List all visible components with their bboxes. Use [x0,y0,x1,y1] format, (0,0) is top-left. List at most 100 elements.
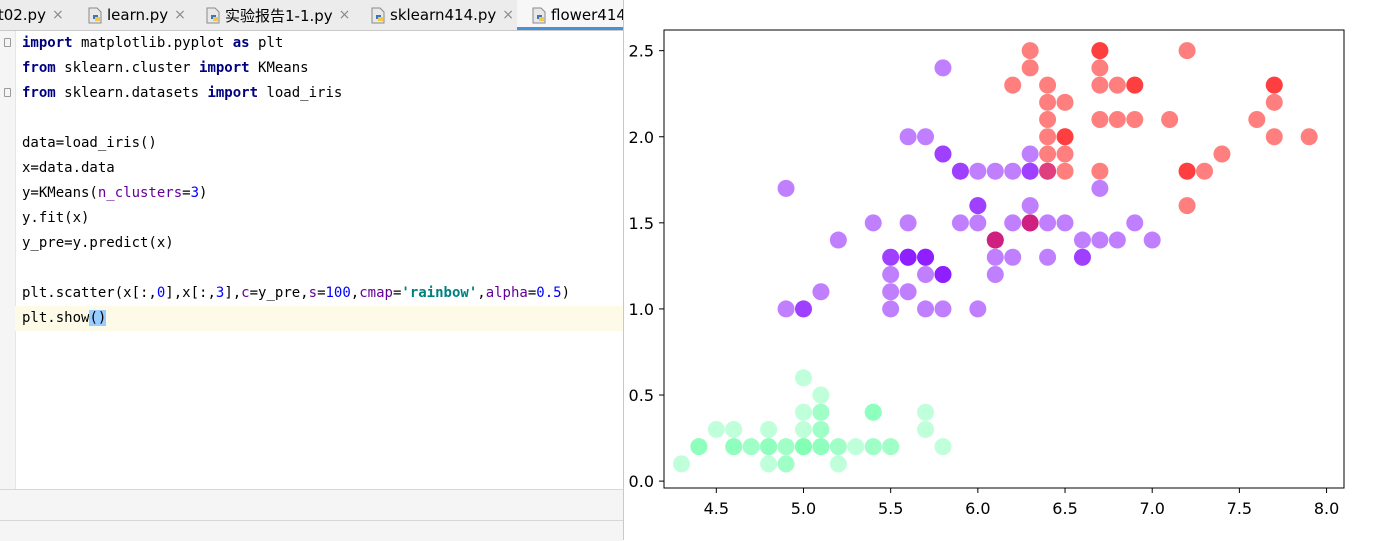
scatter-point [934,59,952,77]
code-token: c [241,285,250,301]
scatter-point [1021,214,1039,232]
scatter-point [1021,197,1039,215]
scatter-point [882,300,900,318]
scatter-point [1039,111,1057,129]
scatter-point [1073,231,1091,249]
code-line[interactable]: from sklearn.datasets import load_iris [22,81,342,106]
scatter-point [812,420,830,438]
scatter-point [829,438,847,456]
code-token: = [527,285,537,301]
code-line[interactable]: plt.scatter(x[:,0],x[:,3],c=y_pre,s=100,… [22,281,570,306]
code-token: import [199,60,250,76]
y-axis-ticks: 0.0 0.5 1.0 1.5 2.0 2.5 [629,42,664,491]
code-token: import [207,85,259,101]
scatter-point [1126,111,1144,129]
tab-st02[interactable]: st02.py × [0,0,64,30]
x-tick-label: 5.0 [791,499,816,518]
code-token: plt.show [22,310,90,326]
scatter-point [812,438,830,456]
code-line[interactable]: from sklearn.cluster import KMeans [22,56,309,81]
code-token: ], [224,285,242,301]
scatter-point [1039,214,1057,232]
code-token: ],x[:, [165,285,216,301]
code-token: ) [199,185,208,201]
tab-report[interactable]: 实验报告1-1.py × [205,0,350,30]
scatter-point [864,403,882,421]
divider [0,520,623,521]
code-token: () [89,310,107,326]
scatter-point [690,438,708,456]
tab-label: flower414 [551,6,623,24]
scatter-point [1178,197,1196,215]
scatter-point [1108,76,1126,94]
scatter-point [1056,162,1074,180]
x-tick-label: 7.5 [1227,499,1252,518]
scatter-point [1021,42,1039,60]
scatter-point [986,162,1004,180]
code-line[interactable]: y.fit(x) [22,206,89,231]
scatter-point [760,438,778,456]
scatter-point [812,403,830,421]
tab-sklearn414[interactable]: sklearn414.py × [370,0,514,30]
scatter-point [1056,128,1074,146]
python-file-icon [370,7,386,24]
scatter-point [1039,128,1057,146]
tab-learn[interactable]: learn.py × [87,0,186,30]
scatter-point [1091,231,1109,249]
scatter-point [1126,76,1144,94]
code-line[interactable]: x=data.data [22,156,115,181]
close-icon[interactable]: × [502,7,515,23]
code-token: 3 [215,285,225,301]
scatter-point [1161,111,1179,129]
scatter-point [1021,162,1039,180]
close-icon[interactable]: × [174,7,186,23]
scatter-point [1143,231,1161,249]
matplotlib-figure: 4.5 5.0 5.5 6.0 6.5 7.0 7.5 8.0 0.0 0.5 1.0 1.5 2.0… [624,0,1387,540]
code-token: 3 [190,185,200,201]
code-token: = [317,285,326,301]
scatter-point [1039,93,1057,111]
scatter-point [951,214,969,232]
scatter-point [1056,145,1074,163]
x-tick-label: 4.5 [704,499,729,518]
code-token: from [22,60,56,76]
code-line[interactable]: plt.show() [15,306,623,331]
fold-marker-icon[interactable] [4,88,11,97]
tab-label: st02.py [0,6,46,24]
scatter-point [1021,59,1039,77]
close-icon[interactable]: × [51,7,64,23]
scatter-point [899,128,917,146]
python-file-icon [531,7,547,24]
scatter-point [1039,162,1057,180]
scatter-point [829,231,847,249]
code-token: as [232,35,250,51]
scatter-point [725,420,743,438]
scatter-point [1265,76,1283,94]
code-token: import [22,35,73,51]
scatter-point [1004,76,1022,94]
scatter-point [899,283,917,301]
code-line[interactable]: import matplotlib.pyplot as plt [22,31,283,56]
close-icon[interactable]: × [338,7,351,23]
scatter-point [777,179,795,197]
scatter-point [1056,93,1074,111]
scatter-point [847,438,865,456]
scatter-point [882,283,900,301]
scatter-point [864,438,882,456]
scatter-points [672,42,1318,473]
scatter-point [969,300,987,318]
code-line[interactable]: y_pre=y.predict(x) [22,231,174,256]
code-line[interactable]: data=load_iris() [22,131,157,156]
scatter-point [969,162,987,180]
code-token: 100 [325,285,351,301]
code-token: from [22,85,56,101]
x-tick-label: 7.0 [1139,499,1164,518]
tab-flower414[interactable]: flower414 [517,0,623,30]
code-line[interactable]: y=KMeans(n_clusters=3) [22,181,207,206]
code-token: 'rainbow' [401,285,478,301]
scatter-point [917,420,935,438]
fold-marker-icon[interactable] [4,38,11,47]
scatter-point [1091,42,1109,60]
scatter-point [777,438,795,456]
code-token: matplotlib.pyplot [72,35,233,51]
